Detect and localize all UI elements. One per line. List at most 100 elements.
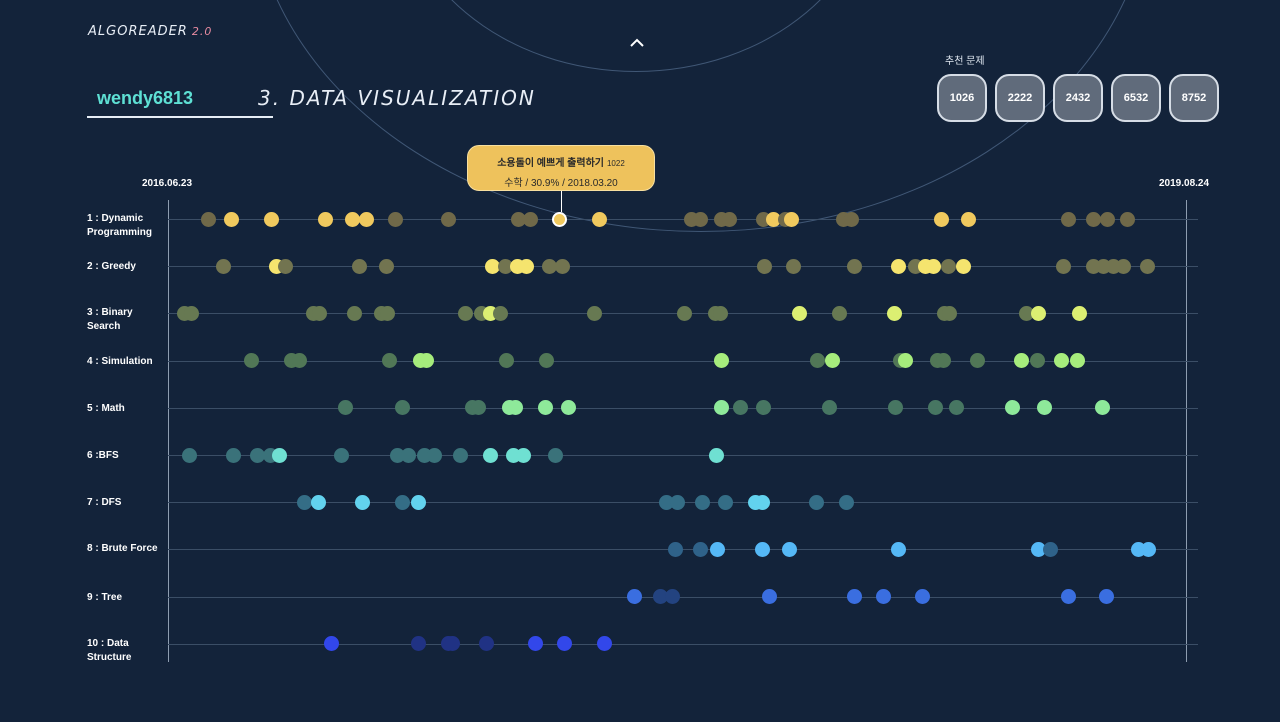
problem-dot[interactable]: [358, 211, 374, 227]
problem-dot[interactable]: [311, 305, 327, 321]
problem-dot[interactable]: [846, 258, 862, 274]
problem-dot[interactable]: [875, 589, 891, 605]
problem-dot[interactable]: [263, 211, 279, 227]
problem-dot[interactable]: [1031, 541, 1047, 557]
problem-dot[interactable]: [441, 211, 457, 227]
problem-dot[interactable]: [754, 541, 770, 557]
problem-dot[interactable]: [410, 636, 426, 652]
problem-dot[interactable]: [970, 353, 986, 369]
problem-dot[interactable]: [483, 447, 499, 463]
problem-dot[interactable]: [223, 211, 239, 227]
problem-dot[interactable]: [394, 400, 410, 416]
problem-dot[interactable]: [1019, 305, 1035, 321]
problem-dot[interactable]: [1030, 353, 1046, 369]
problem-dot[interactable]: [453, 447, 469, 463]
problem-dot[interactable]: [548, 447, 564, 463]
problem-dot[interactable]: [824, 353, 840, 369]
problem-dot[interactable]: [354, 494, 370, 510]
problem-dot[interactable]: [838, 494, 854, 510]
problem-dot[interactable]: [934, 211, 950, 227]
problem-dot[interactable]: [783, 211, 799, 227]
recommend-problem-button[interactable]: 2222: [995, 74, 1045, 122]
problem-dot[interactable]: [821, 400, 837, 416]
problem-dot[interactable]: [333, 447, 349, 463]
problem-dot[interactable]: [761, 589, 777, 605]
problem-dot[interactable]: [587, 305, 603, 321]
problem-dot[interactable]: [394, 494, 410, 510]
problem-dot[interactable]: [843, 211, 859, 227]
problem-dot[interactable]: [886, 305, 902, 321]
problem-dot[interactable]: [717, 494, 733, 510]
problem-dot[interactable]: [1070, 353, 1086, 369]
problem-dot[interactable]: [291, 353, 307, 369]
problem-dot[interactable]: [1140, 258, 1156, 274]
problem-dot[interactable]: [808, 494, 824, 510]
problem-dot[interactable]: [1031, 305, 1047, 321]
problem-dot[interactable]: [243, 353, 259, 369]
username-field[interactable]: wendy6813: [87, 84, 273, 118]
problem-dot[interactable]: [561, 400, 577, 416]
problem-dot[interactable]: [508, 400, 524, 416]
problem-dot[interactable]: [928, 400, 944, 416]
problem-dot[interactable]: [445, 636, 461, 652]
problem-dot[interactable]: [225, 447, 241, 463]
problem-dot[interactable]: [709, 541, 725, 557]
problem-dot[interactable]: [387, 211, 403, 227]
problem-dot[interactable]: [1086, 211, 1102, 227]
problem-dot[interactable]: [732, 400, 748, 416]
problem-dot[interactable]: [419, 353, 434, 369]
problem-dot[interactable]: [523, 211, 539, 227]
problem-dot[interactable]: [592, 211, 608, 227]
problem-dot[interactable]: [1100, 211, 1116, 227]
problem-dot[interactable]: [1120, 211, 1136, 227]
problem-dot[interactable]: [381, 353, 397, 369]
problem-dot[interactable]: [542, 258, 558, 274]
problem-dot[interactable]: [668, 541, 684, 557]
problem-dot[interactable]: [956, 258, 972, 274]
selected-problem-dot[interactable]: [552, 211, 568, 227]
problem-dot[interactable]: [890, 258, 906, 274]
problem-dot[interactable]: [1054, 353, 1070, 369]
problem-dot[interactable]: [914, 589, 930, 605]
problem-dot[interactable]: [941, 258, 957, 274]
problem-dot[interactable]: [1056, 258, 1072, 274]
problem-dot[interactable]: [1141, 541, 1157, 557]
problem-dot[interactable]: [712, 305, 728, 321]
problem-dot[interactable]: [754, 494, 770, 510]
problem-dot[interactable]: [708, 447, 724, 463]
problem-dot[interactable]: [557, 636, 573, 652]
problem-dot[interactable]: [410, 494, 426, 510]
problem-dot[interactable]: [713, 400, 729, 416]
problem-dot[interactable]: [458, 305, 474, 321]
problem-dot[interactable]: [1061, 211, 1077, 227]
problem-dot[interactable]: [479, 636, 495, 652]
problem-dot[interactable]: [485, 258, 501, 274]
problem-dot[interactable]: [694, 494, 710, 510]
problem-dot[interactable]: [653, 589, 669, 605]
problem-dot[interactable]: [846, 589, 862, 605]
problem-dot[interactable]: [499, 353, 515, 369]
problem-dot[interactable]: [936, 353, 952, 369]
problem-dot[interactable]: [627, 589, 643, 605]
problem-dot[interactable]: [249, 447, 265, 463]
problem-dot[interactable]: [676, 305, 692, 321]
problem-dot[interactable]: [337, 400, 353, 416]
problem-dot[interactable]: [809, 353, 825, 369]
problem-dot[interactable]: [791, 305, 807, 321]
app-logo[interactable]: ALGOREADER 2.0: [88, 24, 212, 39]
problem-dot[interactable]: [181, 447, 197, 463]
problem-dot[interactable]: [516, 447, 532, 463]
problem-dot[interactable]: [400, 447, 416, 463]
recommend-problem-button[interactable]: 2432: [1053, 74, 1103, 122]
problem-dot[interactable]: [692, 541, 708, 557]
problem-dot[interactable]: [471, 400, 487, 416]
problem-dot[interactable]: [215, 258, 231, 274]
problem-dot[interactable]: [271, 447, 287, 463]
problem-dot[interactable]: [427, 447, 443, 463]
problem-dot[interactable]: [949, 400, 965, 416]
problem-dot[interactable]: [713, 353, 729, 369]
problem-dot[interactable]: [669, 494, 685, 510]
problem-dot[interactable]: [310, 494, 326, 510]
problem-dot[interactable]: [379, 305, 395, 321]
problem-dot[interactable]: [183, 305, 199, 321]
